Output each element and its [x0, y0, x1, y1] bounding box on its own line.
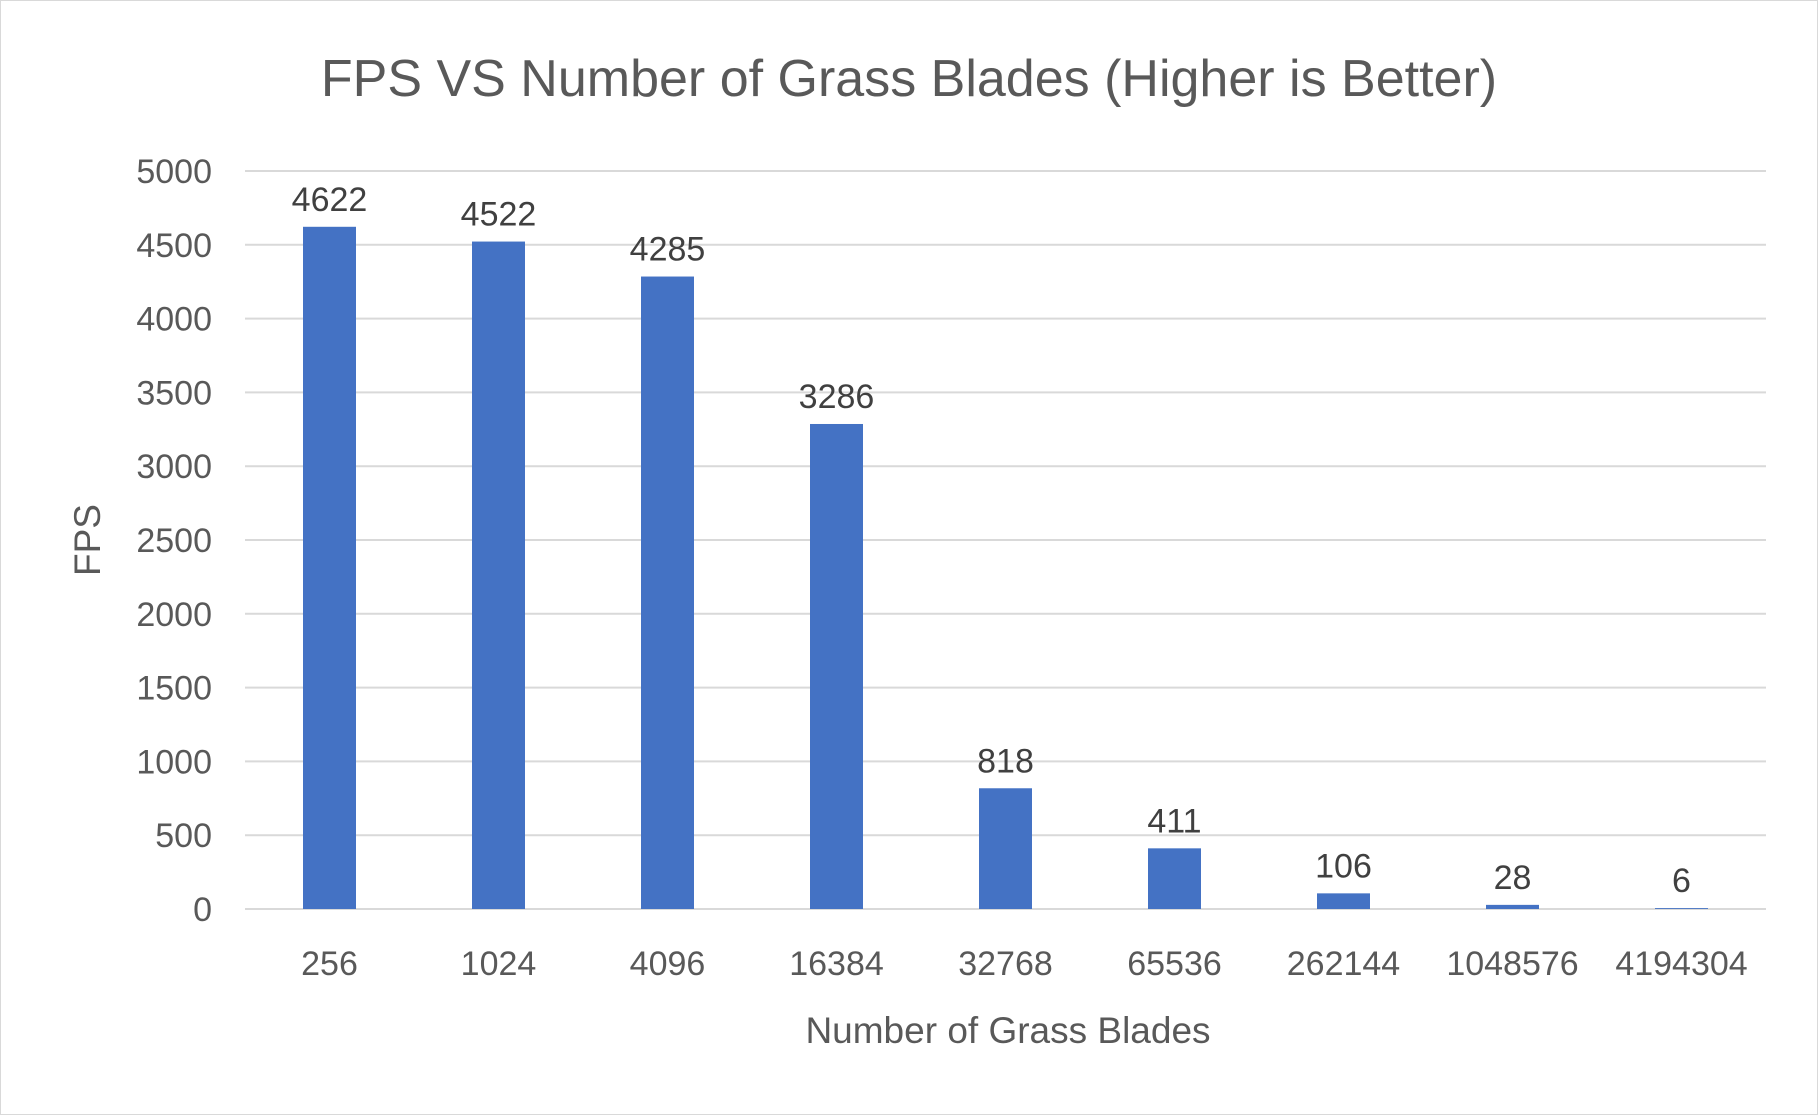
x-tick-label: 1048576 — [1446, 945, 1578, 983]
x-tick-label: 1024 — [461, 945, 537, 983]
y-tick-label: 500 — [155, 817, 212, 855]
bar — [1148, 848, 1201, 909]
data-label: 4622 — [292, 181, 368, 219]
y-tick-label: 2500 — [136, 522, 212, 560]
y-axis-ticks: 0 500 1000 1500 2000 2500 3000 3500 4000 4500 5000 — [136, 153, 212, 929]
y-tick-label: 5000 — [136, 153, 212, 191]
x-tick-label: 262144 — [1287, 945, 1400, 983]
y-tick-label: 3000 — [136, 448, 212, 486]
bar — [1655, 908, 1708, 909]
data-label: 818 — [977, 742, 1034, 780]
y-tick-label: 2000 — [136, 596, 212, 634]
bar — [1317, 893, 1370, 909]
y-tick-label: 4500 — [136, 227, 212, 265]
chart-title: FPS VS Number of Grass Blades (Higher is… — [321, 50, 1497, 108]
bar — [1486, 904, 1539, 909]
data-label: 4522 — [461, 196, 537, 234]
x-tick-label: 4096 — [630, 945, 706, 983]
y-tick-label: 3500 — [136, 374, 212, 412]
bar — [979, 788, 1032, 909]
x-axis-title: Number of Grass Blades — [805, 1010, 1210, 1051]
data-label: 106 — [1315, 847, 1372, 885]
x-tick-label: 256 — [301, 945, 358, 983]
y-tick-label: 1500 — [136, 670, 212, 708]
bar — [303, 226, 356, 910]
y-tick-label: 1000 — [136, 743, 212, 781]
data-label: 28 — [1494, 859, 1532, 897]
data-label: 411 — [1147, 802, 1201, 840]
data-label: 6 — [1672, 862, 1691, 900]
y-axis-title: FPS — [67, 504, 108, 576]
data-label: 3286 — [799, 378, 875, 416]
x-axis-ticks: 256 1024 4096 16384 32768 65536 262144 1048576 4… — [301, 945, 1748, 983]
bar — [810, 423, 863, 909]
y-tick-label: 0 — [193, 891, 212, 929]
x-tick-label: 32768 — [958, 945, 1053, 983]
bar — [472, 241, 525, 909]
data-label: 4285 — [630, 231, 706, 269]
x-tick-label: 4194304 — [1615, 945, 1747, 983]
y-tick-label: 4000 — [136, 301, 212, 339]
bar — [641, 276, 694, 909]
bars — [303, 226, 1708, 910]
x-tick-label: 16384 — [789, 945, 884, 983]
x-tick-label: 65536 — [1127, 945, 1222, 983]
data-labels: 4622 4522 4285 3286 818 411 106 28 6 — [292, 181, 1691, 900]
